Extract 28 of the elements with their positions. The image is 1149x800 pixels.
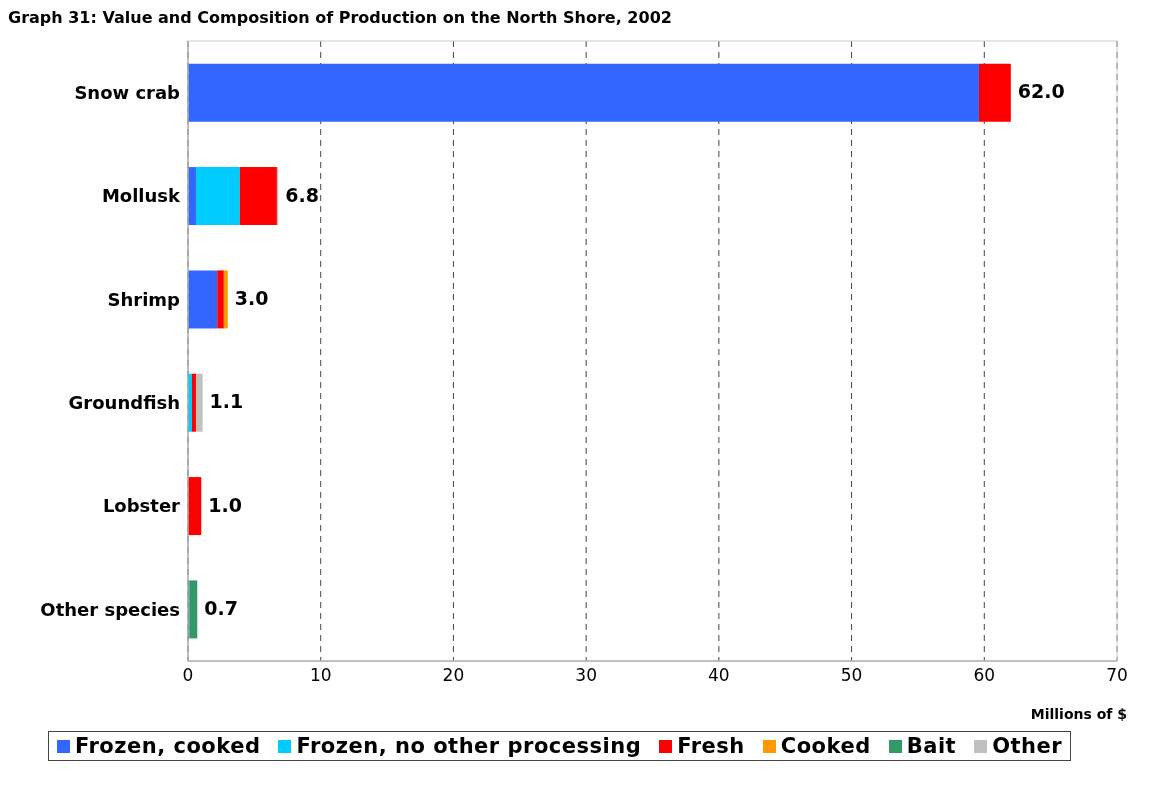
y-tick-label: Mollusk [101, 185, 182, 207]
x-tick-label: 70 [1106, 665, 1128, 686]
x-tick-label: 40 [708, 665, 730, 686]
legend-label: Cooked [780, 734, 871, 758]
legend-label: Frozen, no other processing [296, 734, 642, 758]
y-tick-label: Snow crab [74, 82, 181, 104]
x-tick-label: 10 [309, 665, 332, 686]
total-label: 62.0 [1017, 80, 1065, 103]
legend-label: Other [992, 734, 1063, 758]
x-tick-label: 20 [442, 665, 465, 686]
x-tick-label: 60 [973, 665, 996, 686]
y-tick-label: Groundfish [68, 392, 180, 414]
y-tick-label: Other species [40, 598, 180, 620]
x-tick-label: 50 [840, 665, 863, 686]
x-axis-title: Millions of $ [1030, 706, 1127, 722]
x-tick-label: 0 [182, 665, 194, 686]
chart-title: Graph 31: Value and Composition of Production on the North Shore, 2002 [8, 8, 673, 27]
total-label: 1.1 [209, 390, 244, 413]
y-tick-label: Lobster [102, 495, 181, 517]
x-tick-label: 30 [575, 665, 597, 686]
legend-label: Bait [906, 734, 957, 758]
legend-label: Frozen, cooked [75, 734, 261, 758]
total-label: 1.0 [208, 493, 242, 516]
total-label: 3.0 [234, 286, 269, 309]
y-tick-label: Shrimp [107, 288, 181, 310]
legend-label: Fresh [677, 734, 745, 758]
total-label: 0.7 [204, 596, 238, 619]
total-label: 6.8 [285, 183, 319, 206]
